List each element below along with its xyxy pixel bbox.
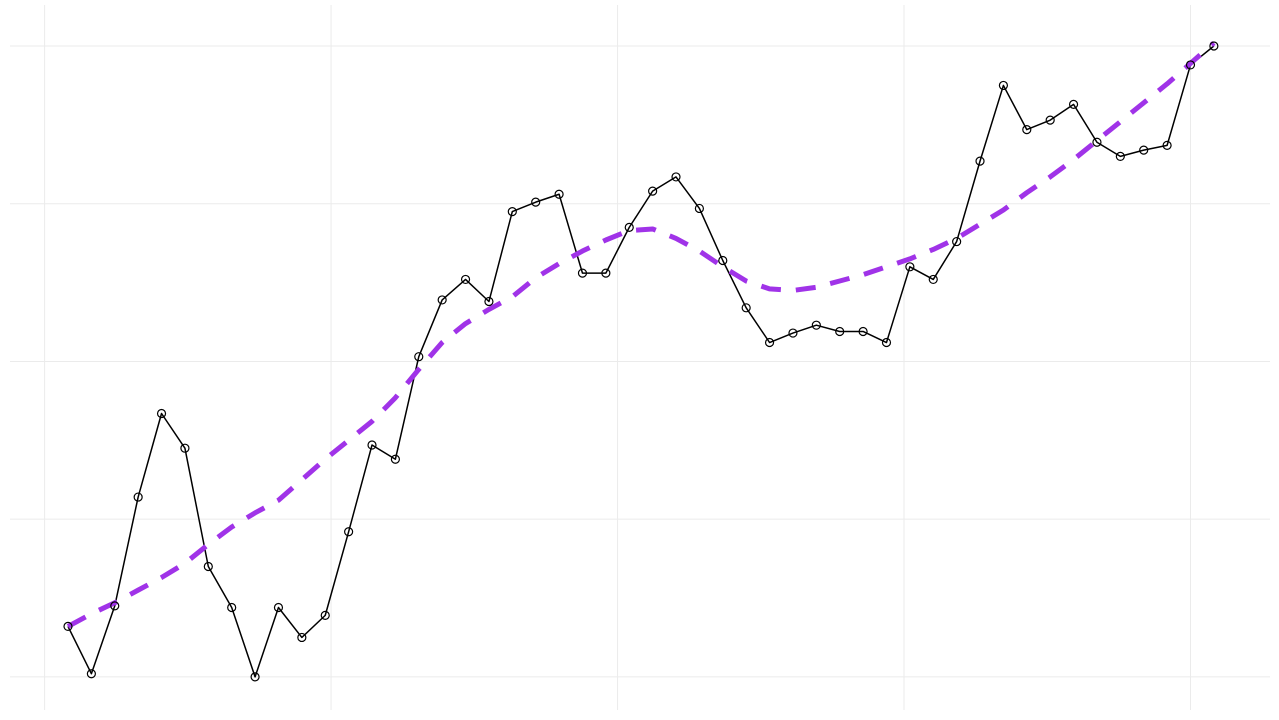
point <box>671 172 681 182</box>
point <box>624 222 634 232</box>
point <box>437 295 447 305</box>
point <box>975 156 985 166</box>
point <box>133 492 143 502</box>
point <box>484 296 494 307</box>
point <box>881 337 892 348</box>
point <box>1092 137 1102 147</box>
point <box>835 326 845 337</box>
point <box>554 189 564 199</box>
point <box>297 632 307 643</box>
point <box>811 320 821 330</box>
point <box>414 352 424 362</box>
point <box>250 672 260 682</box>
point <box>460 274 471 285</box>
point <box>694 203 704 214</box>
point <box>718 255 728 266</box>
point <box>928 274 938 285</box>
point <box>998 80 1009 91</box>
point <box>1209 41 1219 51</box>
point <box>86 669 96 679</box>
point <box>1045 115 1055 125</box>
point <box>63 621 73 632</box>
point <box>203 561 213 572</box>
data-line <box>67 45 1215 678</box>
point <box>344 527 354 537</box>
point <box>273 602 284 613</box>
point <box>1115 151 1125 162</box>
point <box>390 454 400 464</box>
point <box>1162 140 1172 150</box>
point <box>1185 60 1196 70</box>
point <box>1022 124 1032 135</box>
point <box>507 207 517 217</box>
point <box>1139 145 1149 155</box>
point <box>952 236 962 247</box>
point <box>648 186 658 196</box>
point <box>601 268 611 278</box>
point <box>764 337 775 348</box>
point <box>180 443 190 453</box>
trend-line <box>66 40 1216 629</box>
point <box>905 262 915 272</box>
point <box>741 303 751 313</box>
point <box>367 440 377 450</box>
point <box>858 326 868 337</box>
point <box>577 268 588 278</box>
point <box>156 408 167 419</box>
point <box>1068 99 1079 109</box>
point <box>531 197 541 207</box>
point <box>788 328 798 338</box>
point <box>110 601 120 611</box>
point <box>320 610 330 620</box>
point <box>227 602 237 613</box>
